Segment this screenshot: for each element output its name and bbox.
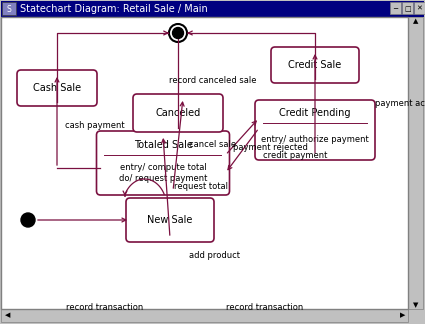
Bar [390, 2, 401, 14]
Text: add product: add product [190, 250, 241, 260]
Text: Statechart Diagram: Retail Sale / Main: Statechart Diagram: Retail Sale / Main [20, 4, 208, 14]
Text: payment accepted: payment accepted [375, 99, 425, 108]
Text: entry/ authorize payment: entry/ authorize payment [261, 135, 369, 144]
Text: New Sale: New Sale [147, 215, 193, 225]
Bar [1, 1, 424, 17]
Circle shape [169, 24, 187, 42]
Bar [1, 309, 408, 322]
FancyBboxPatch shape [17, 70, 97, 106]
Text: entry/ compute total
do/ request payment: entry/ compute total do/ request payment [119, 163, 207, 183]
Text: S: S [7, 5, 11, 14]
Text: □: □ [404, 6, 411, 12]
Text: ▼: ▼ [413, 302, 418, 308]
Bar [2, 2, 16, 15]
Text: Cash Sale: Cash Sale [33, 83, 81, 93]
FancyBboxPatch shape [271, 47, 359, 83]
Text: Credit Pending: Credit Pending [279, 108, 351, 118]
Text: cancel sale: cancel sale [190, 140, 237, 149]
Bar [402, 2, 413, 14]
Text: ◀: ◀ [5, 313, 11, 318]
Text: ─: ─ [394, 6, 398, 12]
Text: ▲: ▲ [413, 18, 418, 24]
FancyBboxPatch shape [255, 100, 375, 160]
Text: record transaction: record transaction [227, 303, 303, 311]
FancyBboxPatch shape [126, 198, 214, 242]
Text: record canceled sale: record canceled sale [169, 76, 257, 85]
Text: request total: request total [174, 182, 228, 191]
Text: Canceled: Canceled [156, 108, 201, 118]
Circle shape [21, 213, 35, 227]
Circle shape [173, 28, 184, 39]
Bar [408, 17, 423, 309]
Text: Totaled Sale: Totaled Sale [133, 140, 193, 150]
Text: Credit Sale: Credit Sale [289, 60, 342, 70]
Text: record transaction: record transaction [66, 303, 144, 311]
Text: credit payment: credit payment [263, 151, 327, 159]
FancyBboxPatch shape [96, 131, 230, 195]
Text: ▶: ▶ [400, 313, 406, 318]
Bar [414, 2, 425, 14]
Text: cash payment: cash payment [65, 122, 125, 131]
Text: ✕: ✕ [416, 6, 422, 12]
FancyBboxPatch shape [133, 94, 223, 132]
Text: payment rejected: payment rejected [232, 144, 307, 153]
